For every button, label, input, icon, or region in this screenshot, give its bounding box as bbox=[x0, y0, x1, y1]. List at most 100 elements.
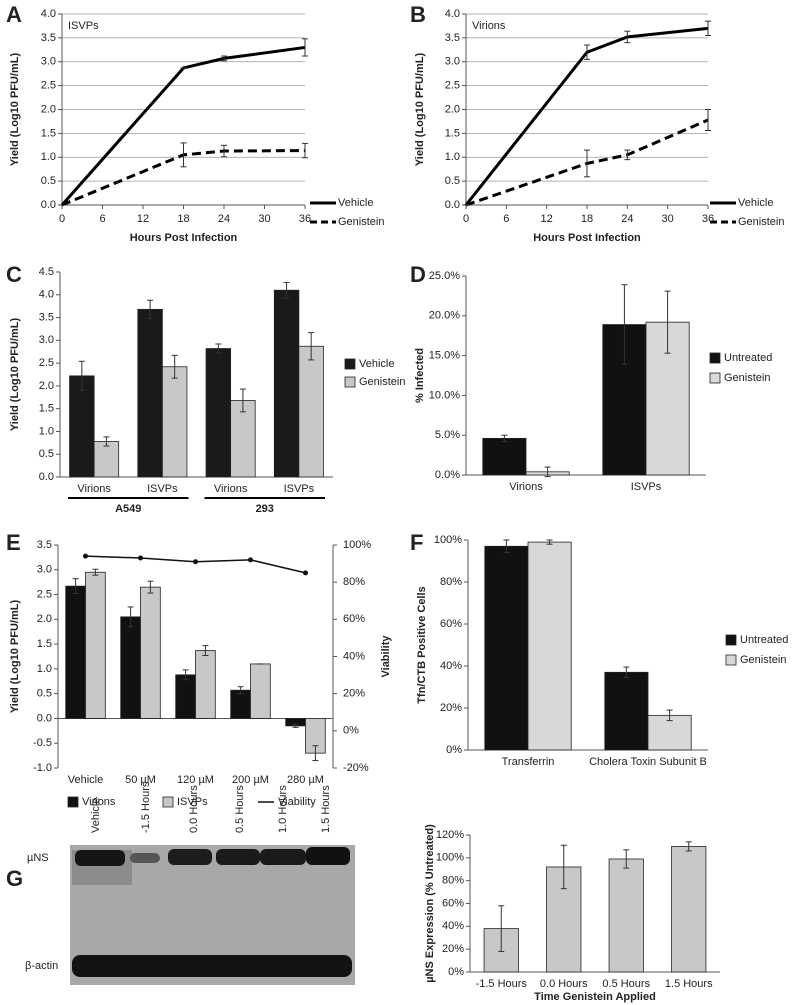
legend-swatch bbox=[709, 372, 721, 384]
y-tick-label: 100% bbox=[434, 534, 462, 546]
lane-label: Vehicle bbox=[90, 798, 102, 833]
chart: 0.0 0.5 1.0 1.5 2.0 2.5 3.0 3.5 4.0 Yield (Log10 … bbox=[9, 8, 385, 244]
band-label: µNS bbox=[27, 852, 49, 864]
legend-label: Vehicle bbox=[359, 358, 394, 370]
y-tick-label: 4.5 bbox=[39, 266, 54, 278]
error-bar bbox=[92, 568, 99, 576]
legend-label: Genistein bbox=[738, 216, 784, 228]
y-tick-label: 40% bbox=[440, 660, 462, 672]
line bbox=[60, 45, 306, 206]
bar bbox=[175, 674, 196, 719]
x-tick-label: 50 µM bbox=[125, 774, 156, 786]
y-tick-label: 3.0 bbox=[37, 564, 52, 576]
chart: 0.0 0.5 1.0 1.5 2.0 2.5 3.0 3.5 4.0 Yield (Log10 … bbox=[414, 8, 785, 244]
panel-label: C bbox=[6, 262, 22, 287]
legend-label: Vehicle bbox=[738, 197, 773, 209]
legend-label: Untreated bbox=[740, 634, 788, 646]
error-bar bbox=[302, 38, 308, 57]
x-tick-label: 24 bbox=[218, 213, 230, 225]
y-tick-label: 1.5 bbox=[445, 127, 460, 139]
y-tick-label: 2.5 bbox=[445, 80, 460, 92]
y-tick-label: 1.0 bbox=[39, 425, 54, 437]
blot-band bbox=[260, 849, 306, 865]
lane-label: 1.0 Hours bbox=[277, 785, 289, 833]
marker bbox=[248, 557, 253, 563]
group-label: A549 bbox=[115, 503, 141, 515]
y-tick-label: 2.5 bbox=[37, 588, 52, 600]
bar bbox=[65, 585, 86, 719]
y-tick-label: 1.0 bbox=[445, 151, 460, 163]
y-tick-label: 3.5 bbox=[39, 311, 54, 323]
y-tick-label: 120% bbox=[436, 829, 464, 841]
y-tick-label: 4.0 bbox=[41, 8, 56, 20]
y-tick-label: 80% bbox=[442, 875, 464, 887]
x-tick-label: 280 µM bbox=[287, 774, 324, 786]
x-tick-label: 12 bbox=[541, 213, 553, 225]
bar bbox=[608, 858, 644, 973]
y-tick-label: 100% bbox=[436, 852, 464, 864]
x-tick-label: 120 µM bbox=[177, 774, 214, 786]
bar bbox=[93, 441, 120, 478]
legend-label: Untreated bbox=[724, 352, 772, 364]
error-bar bbox=[664, 290, 671, 354]
band-label: β-actin bbox=[25, 960, 58, 972]
error-bar bbox=[498, 905, 505, 952]
error-bar bbox=[182, 669, 189, 681]
legend-swatch bbox=[162, 796, 174, 808]
x-tick-label: Transferrin bbox=[502, 756, 555, 768]
y-tick-label: -0.5 bbox=[33, 737, 52, 749]
panel-label: E bbox=[6, 530, 21, 555]
error-bar bbox=[202, 645, 209, 657]
x-tick-label: Cholera Toxin Subunit B bbox=[589, 756, 707, 768]
y-tick-label: 10.0% bbox=[429, 389, 460, 401]
y-tick-label: 3.0 bbox=[41, 56, 56, 68]
y-tick-label: 0% bbox=[448, 966, 464, 978]
legend-swatch bbox=[67, 796, 79, 808]
error-bar bbox=[584, 149, 590, 178]
x-tick-label: 30 bbox=[662, 213, 674, 225]
blot-band bbox=[216, 849, 260, 865]
y2-tick-label: 40% bbox=[343, 650, 365, 662]
blot-band bbox=[168, 849, 212, 865]
annotation: Virions bbox=[472, 20, 506, 32]
legend-swatch bbox=[725, 654, 737, 666]
x-tick-label: 24 bbox=[621, 213, 633, 225]
y-tick-label: 20.0% bbox=[429, 310, 460, 322]
error-bar bbox=[147, 299, 154, 319]
y2-tick-label: -20% bbox=[343, 762, 369, 774]
y-tick-label: 1.5 bbox=[37, 638, 52, 650]
bar bbox=[69, 375, 95, 478]
y-tick-label: 1.5 bbox=[39, 403, 54, 415]
y-tick-label: 3.5 bbox=[41, 32, 56, 44]
y2-tick-label: 100% bbox=[343, 539, 371, 551]
error-bar bbox=[215, 343, 222, 354]
x-tick-label: 6 bbox=[99, 213, 105, 225]
bar bbox=[195, 650, 216, 719]
y-tick-label: 0.5 bbox=[37, 688, 52, 700]
legend-swatch bbox=[344, 376, 356, 388]
chart: -1.0 -0.5 0.0 0.5 1.0 1.5 2.0 2.5 3.0 3.5 -20% 0% 20… bbox=[9, 539, 392, 808]
panel-label: F bbox=[410, 530, 423, 555]
x-tick-label: ISVPs bbox=[631, 481, 662, 493]
legend-label: ISVPs bbox=[177, 796, 208, 808]
group-label: 293 bbox=[256, 503, 274, 515]
panel-label: G bbox=[6, 866, 23, 891]
y-tick-label: 60% bbox=[442, 897, 464, 909]
error-bar bbox=[666, 709, 673, 722]
bar bbox=[482, 437, 527, 476]
legend-label: Genistein bbox=[338, 216, 384, 228]
line bbox=[61, 149, 306, 207]
chart: 0.0% 5.0% 10.0% 15.0% 20.0% 25.0% % Infected Vi… bbox=[414, 270, 772, 493]
x-tick-label: 200 µM bbox=[232, 774, 269, 786]
x-tick-label: 36 bbox=[299, 213, 311, 225]
error-bar bbox=[623, 849, 630, 869]
x-tick-label: -1.5 Hours bbox=[476, 978, 528, 990]
error-bar bbox=[503, 539, 510, 554]
panel-label: B bbox=[410, 2, 426, 27]
bar bbox=[647, 714, 692, 751]
y-axis-label: µNS Expression (% Untreated) bbox=[424, 824, 436, 983]
legend-swatch bbox=[709, 352, 721, 364]
error-bar bbox=[584, 44, 590, 60]
y-tick-label: 60% bbox=[440, 618, 462, 630]
bar bbox=[140, 586, 161, 719]
